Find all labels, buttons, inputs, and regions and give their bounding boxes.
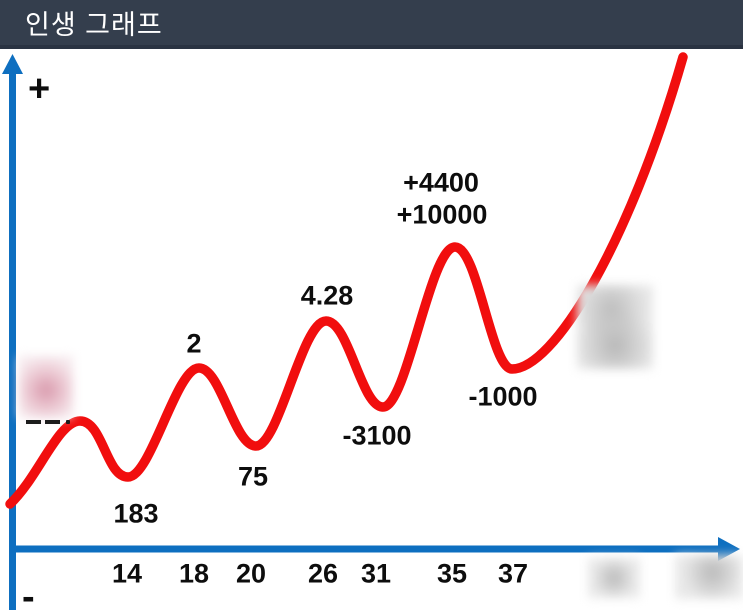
blurred-region-left bbox=[19, 356, 73, 418]
data-label: +4400 bbox=[403, 167, 479, 198]
titlebar: 인생 그래프 bbox=[0, 0, 743, 49]
x-tick-label: 37 bbox=[497, 558, 529, 589]
blurred-region-bottom-2 bbox=[675, 555, 743, 599]
y-axis-minus-label: - bbox=[22, 576, 35, 610]
data-label: 4.28 bbox=[300, 280, 354, 311]
life-curve bbox=[5, 52, 688, 509]
page-title: 인생 그래프 bbox=[25, 10, 163, 40]
redacted-text-dot bbox=[66, 420, 70, 424]
redacted-text-dash bbox=[45, 420, 60, 424]
y-axis bbox=[2, 54, 23, 610]
data-label: -1000 bbox=[468, 381, 538, 412]
x-tick-label: 31 bbox=[360, 558, 392, 589]
redacted-text-dash bbox=[26, 420, 41, 424]
x-tick-label: 20 bbox=[235, 558, 267, 589]
blurred-region-bottom-1 bbox=[588, 558, 640, 598]
data-label: 75 bbox=[237, 461, 269, 492]
blurred-region-right bbox=[577, 285, 653, 369]
x-tick-label: 14 bbox=[111, 558, 143, 589]
x-tick-label: 18 bbox=[178, 558, 210, 589]
y-axis-plus-label: + bbox=[28, 68, 51, 110]
x-tick-label: 35 bbox=[436, 558, 468, 589]
data-label: 2 bbox=[186, 328, 202, 359]
data-label: -3100 bbox=[342, 420, 412, 451]
x-tick-label: 26 bbox=[307, 558, 339, 589]
data-label: 183 bbox=[113, 498, 159, 529]
y-axis-arrow-icon bbox=[2, 54, 23, 74]
data-label: +10000 bbox=[396, 199, 488, 230]
